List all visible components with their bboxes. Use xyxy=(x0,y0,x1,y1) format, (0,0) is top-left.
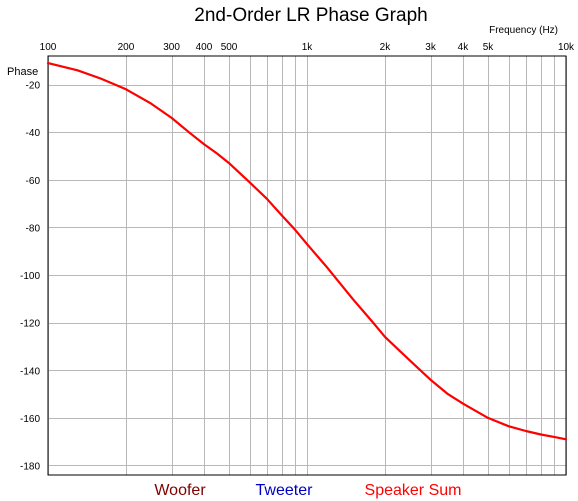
tick-labels: 100 200 300 400 500 1k 2k 3k 4k 5k 10k -20 -40 -60 -80… xyxy=(20,42,575,472)
y-tick-label: -180 xyxy=(20,461,40,472)
y-tick-label: -120 xyxy=(20,319,40,330)
y-tick-label: -100 xyxy=(20,271,40,282)
y-tick-label: -60 xyxy=(26,176,41,187)
y-tick-label: -80 xyxy=(26,223,41,234)
y-tick-label: -140 xyxy=(20,366,40,377)
series-lines xyxy=(46,61,568,441)
x-tick-label: 3k xyxy=(425,42,437,53)
x-tick-label: 100 xyxy=(40,42,57,53)
series-line-speaker-sum xyxy=(46,61,568,441)
x-tick-label: 10k xyxy=(558,42,575,53)
x-tick-label: 1k xyxy=(302,42,314,53)
y-tick-label: -40 xyxy=(26,128,41,139)
x-tick-label: 5k xyxy=(483,42,495,53)
plot-frame xyxy=(47,55,567,476)
y-tick-label: -160 xyxy=(20,414,40,425)
legend-item: Woofer xyxy=(154,482,206,499)
y-axis-label: Phase xyxy=(7,66,38,78)
x-tick-label: 500 xyxy=(221,42,238,53)
legend: Woofer Tweeter Speaker Sum xyxy=(154,482,461,499)
legend-item: Speaker Sum xyxy=(365,482,462,499)
y-tick-label: -20 xyxy=(26,81,41,92)
x-tick-label: 2k xyxy=(380,42,392,53)
legend-item: Tweeter xyxy=(256,482,314,499)
grid-lines xyxy=(48,56,567,475)
x-tick-label: 300 xyxy=(163,42,180,53)
x-tick-label: 4k xyxy=(458,42,470,53)
x-axis-label: Frequency (Hz) xyxy=(489,25,558,36)
chart-title: 2nd-Order LR Phase Graph xyxy=(194,5,427,26)
x-tick-label: 200 xyxy=(118,42,135,53)
x-tick-label: 400 xyxy=(196,42,213,53)
